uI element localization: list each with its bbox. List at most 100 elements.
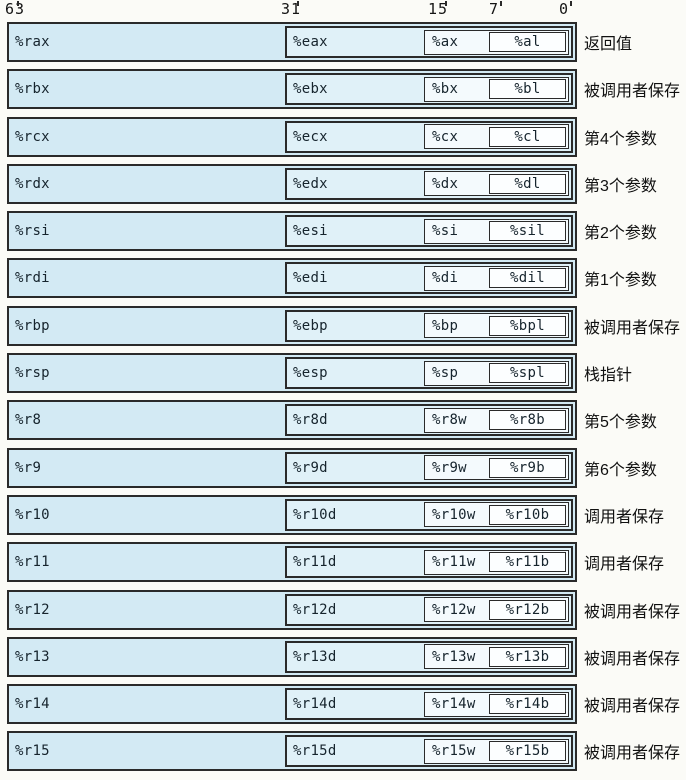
reg16-label: %ax <box>432 34 459 50</box>
reg32-label: %ecx <box>293 128 328 145</box>
reg64-box: %r10 %r10d %r10w %r10b <box>7 494 577 535</box>
reg16-label: %r10w <box>432 506 476 523</box>
reg32-label: %esp <box>293 365 328 382</box>
register-role-label: 栈指针 <box>584 367 633 385</box>
reg8-label: %dil <box>510 270 545 287</box>
reg64-box: %r8 %r8d %r8w %r8b <box>7 400 577 441</box>
register-role-label: 被调用者保存 <box>584 698 681 716</box>
reg32-box: %r13d %r13w %r13b <box>285 640 573 673</box>
reg32-label: %r8d <box>293 412 328 429</box>
reg16-label: %r8w <box>432 412 467 429</box>
reg8-box: %spl <box>489 363 566 384</box>
reg8-label: %r9b <box>510 459 545 476</box>
reg64-label: %r11 <box>15 554 50 571</box>
reg16-box: %r8w %r8b <box>424 407 569 433</box>
reg8-label: %r12b <box>505 601 550 618</box>
reg64-label: %r14 <box>15 696 50 713</box>
reg8-label: %dl <box>514 175 541 192</box>
reg16-box: %r10w %r10b <box>424 502 569 528</box>
reg32-box: %r11d %r11w %r11b <box>285 546 573 579</box>
reg64-box: %rsp %esp %sp %spl <box>7 353 577 394</box>
reg32-label: %r15d <box>293 743 337 760</box>
reg16-label: %di <box>432 270 459 287</box>
reg32-box: %ecx %cx %cl <box>285 120 573 153</box>
register-role-label: 第5个参数 <box>584 414 657 432</box>
bit-tick-7 <box>500 1 502 6</box>
reg8-box: %bpl <box>489 315 566 336</box>
register-row: %r8 %r8d %r8w %r8b 第5个参数 <box>0 400 686 441</box>
register-rows: %rax %eax %ax %al 返回值 %rbx %ebx %bx %bl … <box>0 22 686 772</box>
reg64-box: %r9 %r9d %r9w %r9b <box>7 447 577 488</box>
reg64-box: %r11 %r11d %r11w %r11b <box>7 542 577 583</box>
register-row: %r14 %r14d %r14w %r14b 被调用者保存 <box>0 684 686 725</box>
reg32-label: %ebp <box>293 317 328 334</box>
reg32-box: %r14d %r14w %r14b <box>285 688 573 721</box>
reg16-box: %cx %cl <box>424 124 569 150</box>
bit-label-15: 15 <box>428 0 449 18</box>
reg32-box: %esi %si %sil <box>285 215 573 248</box>
reg64-label: %r9 <box>15 459 42 476</box>
reg8-label: %r10b <box>505 506 550 523</box>
reg64-box: %rbp %ebp %bp %bpl <box>7 305 577 346</box>
register-role-label: 第3个参数 <box>584 177 657 195</box>
register-row: %rdx %edx %dx %dl 第3个参数 <box>0 163 686 204</box>
reg32-label: %r14d <box>293 696 337 713</box>
reg16-box: %r15w %r15b <box>424 738 569 764</box>
register-row: %r12 %r12d %r12w %r12b 被调用者保存 <box>0 589 686 630</box>
reg16-label: %r14w <box>432 696 476 713</box>
register-row: %rdi %edi %di %dil 第1个参数 <box>0 258 686 299</box>
reg64-label: %r8 <box>15 412 42 429</box>
bit-tick-63 <box>17 1 19 6</box>
register-role-label: 调用者保存 <box>584 556 665 574</box>
reg32-label: %r9d <box>293 459 328 476</box>
reg16-box: %ax %al <box>424 29 569 55</box>
reg64-label: %rdx <box>15 175 50 192</box>
reg64-box: %r13 %r13d %r13w %r13b <box>7 636 577 677</box>
reg32-box: %edx %dx %dl <box>285 167 573 200</box>
reg8-label: %r14b <box>505 696 550 713</box>
reg16-box: %di %dil <box>424 265 569 291</box>
reg64-box: %r15 %r15d %r15w %r15b <box>7 731 577 772</box>
register-row: %rbp %ebp %bp %bpl 被调用者保存 <box>0 305 686 346</box>
register-role-label: 第2个参数 <box>584 225 657 243</box>
reg16-label: %bp <box>432 317 459 334</box>
reg16-label: %bx <box>432 81 459 98</box>
register-row: %rsp %esp %sp %spl 栈指针 <box>0 353 686 394</box>
bit-label-0: 0 <box>559 0 570 18</box>
register-role-label: 被调用者保存 <box>584 603 681 621</box>
reg8-box: %r10b <box>489 504 566 525</box>
reg8-label: %bpl <box>510 317 545 334</box>
register-role-label: 被调用者保存 <box>584 745 681 763</box>
reg32-label: %r12d <box>293 601 337 618</box>
register-row: %r11 %r11d %r11w %r11b 调用者保存 <box>0 542 686 583</box>
reg8-label: %r13b <box>505 648 550 665</box>
bit-tick-0 <box>570 1 572 6</box>
reg16-label: %r9w <box>432 459 467 476</box>
register-row: %r9 %r9d %r9w %r9b 第6个参数 <box>0 447 686 488</box>
reg16-box: %r12w %r12b <box>424 597 569 623</box>
reg32-box: %eax %ax %al <box>285 26 573 58</box>
reg8-box: %bl <box>489 79 566 100</box>
reg64-box: %r14 %r14d %r14w %r14b <box>7 684 577 725</box>
reg16-box: %si %sil <box>424 218 569 244</box>
reg32-label: %ebx <box>293 81 328 98</box>
bit-tick-31 <box>297 1 299 6</box>
register-row: %rbx %ebx %bx %bl 被调用者保存 <box>0 69 686 110</box>
reg16-box: %r9w %r9b <box>424 455 569 481</box>
register-row: %r10 %r10d %r10w %r10b 调用者保存 <box>0 494 686 535</box>
reg16-box: %bx %bl <box>424 76 569 102</box>
reg16-label: %dx <box>432 175 459 192</box>
reg64-box: %rdx %edx %dx %dl <box>7 163 577 204</box>
reg32-label: %r10d <box>293 506 337 523</box>
reg8-label: %bl <box>514 81 541 98</box>
reg8-box: %r12b <box>489 599 566 620</box>
reg32-box: %r9d %r9w %r9b <box>285 451 573 484</box>
reg32-label: %r13d <box>293 648 337 665</box>
register-role-label: 第1个参数 <box>584 272 657 290</box>
reg8-box: %r11b <box>489 552 566 573</box>
reg16-label: %r13w <box>432 648 476 665</box>
reg64-label: %rcx <box>15 128 50 145</box>
reg32-label: %edi <box>293 270 328 287</box>
reg8-box: %r15b <box>489 741 566 762</box>
